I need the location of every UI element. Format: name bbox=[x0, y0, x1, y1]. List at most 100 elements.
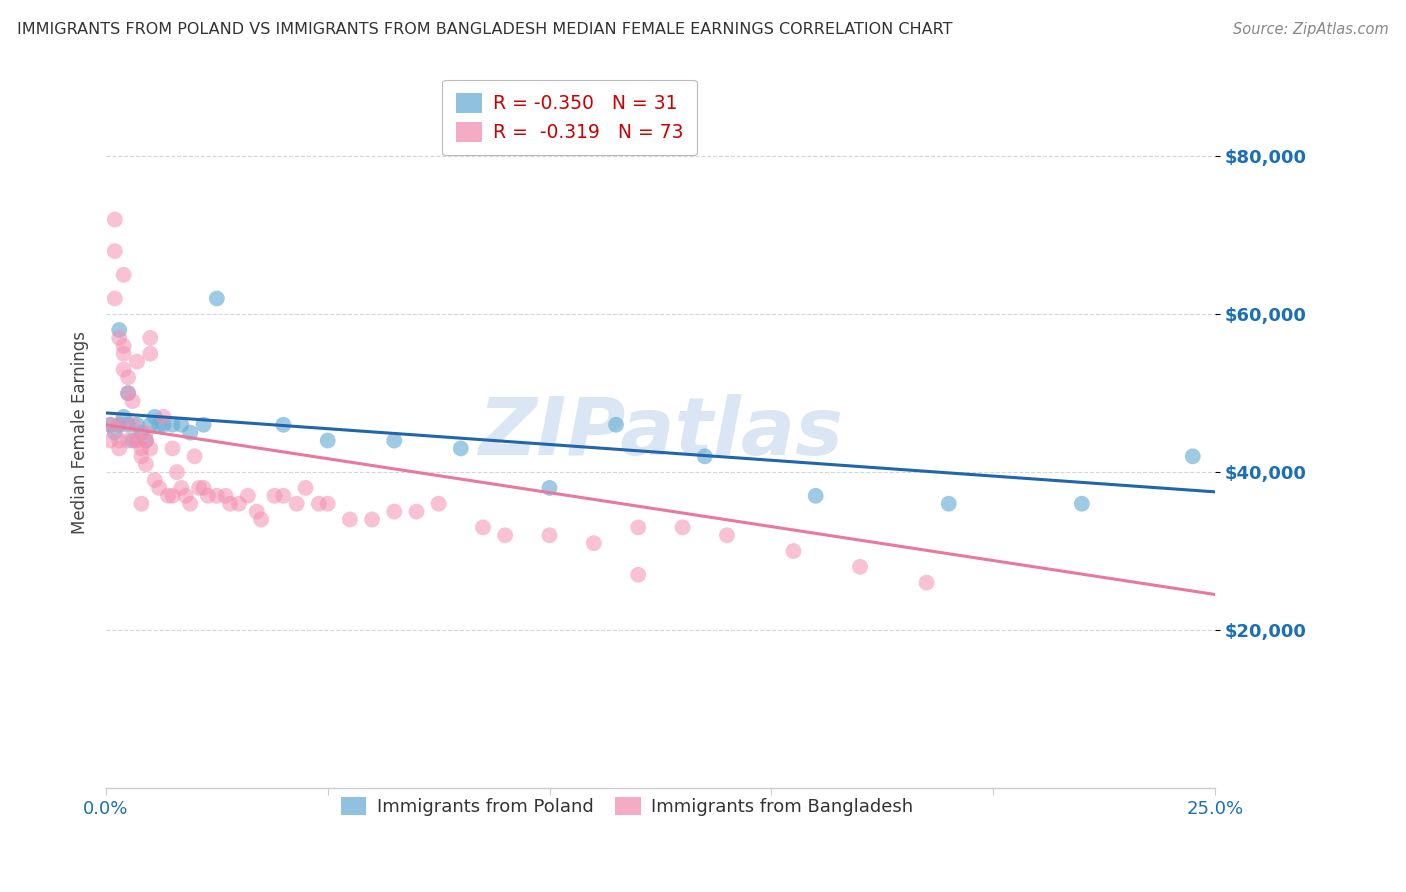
Point bbox=[472, 520, 495, 534]
Point bbox=[139, 417, 162, 432]
Point bbox=[125, 434, 148, 448]
Point bbox=[162, 442, 184, 456]
Point bbox=[308, 497, 330, 511]
Point bbox=[117, 417, 139, 432]
Point bbox=[915, 575, 938, 590]
Point bbox=[494, 528, 516, 542]
Y-axis label: Median Female Earnings: Median Female Earnings bbox=[72, 331, 89, 534]
Point bbox=[205, 292, 228, 306]
Point bbox=[108, 442, 131, 456]
Point bbox=[193, 417, 215, 432]
Point bbox=[112, 268, 135, 282]
Point bbox=[1181, 450, 1204, 464]
Point bbox=[339, 512, 361, 526]
Text: ZIPatlas: ZIPatlas bbox=[478, 393, 844, 472]
Point bbox=[236, 489, 259, 503]
Point bbox=[273, 489, 295, 503]
Point bbox=[197, 489, 219, 503]
Point bbox=[582, 536, 605, 550]
Point bbox=[108, 417, 131, 432]
Point bbox=[215, 489, 238, 503]
Point bbox=[170, 417, 193, 432]
Point bbox=[627, 520, 650, 534]
Point bbox=[152, 409, 174, 424]
Point bbox=[170, 481, 193, 495]
Point bbox=[263, 489, 285, 503]
Point bbox=[135, 434, 157, 448]
Point bbox=[112, 347, 135, 361]
Point bbox=[108, 417, 131, 432]
Point bbox=[108, 434, 131, 448]
Point bbox=[108, 331, 131, 345]
Point bbox=[219, 497, 242, 511]
Point bbox=[627, 567, 650, 582]
Point bbox=[162, 417, 184, 432]
Point bbox=[143, 409, 166, 424]
Point bbox=[605, 417, 627, 432]
Point bbox=[361, 512, 384, 526]
Point bbox=[205, 489, 228, 503]
Point bbox=[193, 481, 215, 495]
Point bbox=[121, 434, 143, 448]
Point bbox=[108, 323, 131, 337]
Text: Source: ZipAtlas.com: Source: ZipAtlas.com bbox=[1233, 22, 1389, 37]
Point bbox=[135, 425, 157, 440]
Point bbox=[250, 512, 273, 526]
Point bbox=[139, 442, 162, 456]
Text: IMMIGRANTS FROM POLAND VS IMMIGRANTS FROM BANGLADESH MEDIAN FEMALE EARNINGS CORR: IMMIGRANTS FROM POLAND VS IMMIGRANTS FRO… bbox=[17, 22, 952, 37]
Point bbox=[427, 497, 450, 511]
Point bbox=[382, 434, 405, 448]
Point bbox=[117, 434, 139, 448]
Point bbox=[112, 339, 135, 353]
Point bbox=[782, 544, 804, 558]
Point bbox=[125, 434, 148, 448]
Point bbox=[174, 489, 197, 503]
Point bbox=[246, 505, 269, 519]
Point bbox=[162, 489, 184, 503]
Point bbox=[156, 489, 179, 503]
Point bbox=[104, 425, 127, 440]
Point bbox=[273, 417, 295, 432]
Point bbox=[139, 347, 162, 361]
Point bbox=[152, 417, 174, 432]
Point bbox=[804, 489, 827, 503]
Point bbox=[294, 481, 316, 495]
Point bbox=[125, 354, 148, 368]
Point bbox=[117, 370, 139, 384]
Point bbox=[382, 505, 405, 519]
Point bbox=[538, 481, 561, 495]
Point bbox=[143, 473, 166, 487]
Point bbox=[716, 528, 738, 542]
Point bbox=[148, 417, 170, 432]
Point bbox=[125, 417, 148, 432]
Point bbox=[316, 434, 339, 448]
Point bbox=[228, 497, 250, 511]
Point bbox=[104, 244, 127, 259]
Legend: Immigrants from Poland, Immigrants from Bangladesh: Immigrants from Poland, Immigrants from … bbox=[332, 788, 922, 825]
Point bbox=[148, 481, 170, 495]
Point bbox=[131, 425, 153, 440]
Point bbox=[104, 212, 127, 227]
Point bbox=[405, 505, 427, 519]
Point bbox=[98, 417, 121, 432]
Point bbox=[938, 497, 960, 511]
Point bbox=[98, 417, 121, 432]
Point bbox=[693, 450, 716, 464]
Point bbox=[117, 386, 139, 401]
Point bbox=[183, 450, 205, 464]
Point bbox=[1070, 497, 1092, 511]
Point bbox=[104, 292, 127, 306]
Point bbox=[121, 417, 143, 432]
Point bbox=[450, 442, 472, 456]
Point bbox=[135, 434, 157, 448]
Point bbox=[121, 394, 143, 409]
Point bbox=[98, 434, 121, 448]
Point bbox=[112, 409, 135, 424]
Point bbox=[538, 528, 561, 542]
Point bbox=[316, 497, 339, 511]
Point bbox=[179, 425, 201, 440]
Point bbox=[112, 362, 135, 376]
Point bbox=[139, 331, 162, 345]
Point bbox=[131, 450, 153, 464]
Point bbox=[166, 465, 188, 479]
